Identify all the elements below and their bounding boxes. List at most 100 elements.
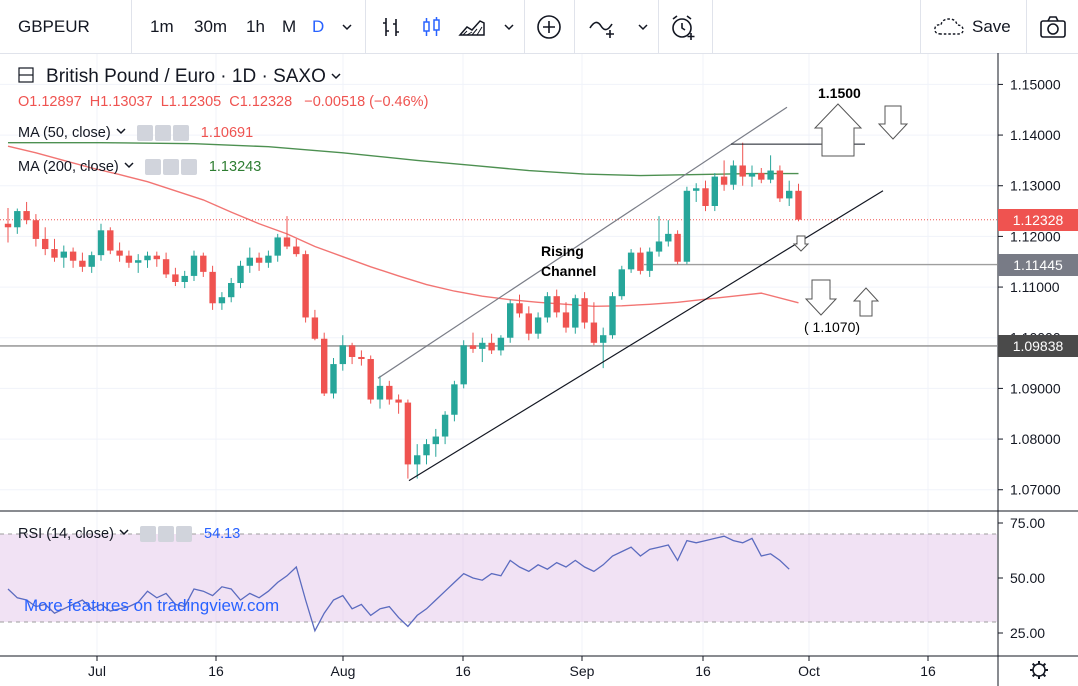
ma50-legend[interactable]: MA (50, close) 1.10691 (18, 125, 253, 142)
compare-dropdown[interactable] (636, 0, 650, 53)
rsi-tick-label: 50.00 (1010, 570, 1045, 586)
candle-body (321, 338, 328, 394)
candle-body (4, 223, 12, 228)
chevron-down-icon (116, 128, 126, 135)
candle-body (302, 254, 309, 318)
interval-1h-button[interactable]: 1h (246, 0, 265, 53)
candle-body (404, 402, 412, 465)
gear-tooth (1042, 662, 1047, 667)
candle-body (497, 337, 505, 351)
symbol-label: GBPEUR (18, 16, 90, 36)
candle-body (237, 265, 244, 284)
save-button[interactable]: Save (932, 0, 1011, 53)
candle-body (209, 271, 216, 304)
candle-body (674, 233, 681, 262)
high-value: H1.13037 (89, 94, 153, 110)
time-tick-label: 16 (208, 663, 224, 679)
toolbar-divider (712, 0, 713, 53)
candle-body (469, 345, 477, 349)
chevron-down-icon (119, 529, 129, 536)
candle-body (386, 385, 393, 400)
candle-body (720, 176, 728, 185)
interval-1m-label: 1m (150, 16, 174, 36)
candle-body (702, 188, 709, 206)
candle-body (730, 165, 737, 185)
eye-icon (139, 526, 156, 543)
arrow-up-icon (852, 287, 880, 317)
candle-body (42, 238, 49, 250)
arrow-up-icon (813, 103, 863, 157)
chevron-down-icon[interactable] (330, 70, 342, 82)
candle-body (376, 385, 384, 400)
interval-dropdown[interactable] (340, 0, 354, 53)
arrow-down-small-icon (792, 235, 810, 252)
toolbar-divider (524, 0, 525, 53)
support-price-box: 1.09838 (998, 334, 1078, 357)
interval-d-button[interactable]: D (312, 0, 324, 53)
candle-body (190, 255, 198, 276)
rsi-line (7, 535, 790, 633)
gear-ring (1032, 663, 1046, 677)
alert-button[interactable] (669, 0, 699, 53)
price-tick-label: 1.09000 (1010, 380, 1061, 396)
chevron-down-icon (124, 162, 134, 169)
area-chart-button[interactable] (458, 0, 486, 53)
ma200-legend[interactable]: MA (200, close) 1.13243 (18, 159, 261, 176)
candle-body (144, 255, 151, 261)
rising-channel-line1: Rising (541, 243, 584, 259)
rsi-legend[interactable]: RSI (14, close) 54.13 (18, 526, 241, 543)
candle-body (776, 170, 784, 199)
gear-icon (154, 125, 171, 142)
candle-body (600, 335, 607, 343)
candle-body (609, 296, 616, 336)
interval-m-button[interactable]: M (282, 0, 296, 53)
change-value: −0.00518 (−0.46%) (304, 94, 429, 110)
gear-tooth (1031, 662, 1036, 667)
alarm-clock-icon (672, 14, 695, 40)
symbol-search[interactable]: GBPEUR (18, 0, 128, 53)
rising-channel-line2: Channel (541, 263, 597, 279)
time-tick-label: 16 (455, 663, 471, 679)
watermark-link[interactable]: More features on tradingview.com (24, 596, 280, 615)
rsi-polyline (7, 535, 790, 633)
candle-chart-button[interactable] (420, 0, 444, 53)
rsi-value: 54.13 (204, 526, 241, 542)
candle-body (283, 237, 291, 247)
area-chart-icon (458, 19, 485, 36)
screenshot-button[interactable] (1039, 0, 1067, 53)
candle-body (32, 220, 40, 239)
candle-body (395, 399, 402, 403)
compare-button[interactable] (588, 0, 620, 53)
close-icon (172, 125, 189, 142)
ohlc-row: O1.12897 H1.13037 L1.12305 C1.12328 −0.0… (18, 94, 428, 110)
chart-type-dropdown[interactable] (502, 0, 516, 53)
close-icon (180, 159, 197, 176)
interval-1h-label: 1h (246, 16, 265, 36)
candle-body (200, 255, 207, 272)
bar-chart-button[interactable] (380, 0, 404, 53)
indicator-buttons[interactable] (139, 526, 194, 543)
candle-body (51, 249, 58, 258)
add-indicator-button[interactable] (536, 0, 562, 53)
toolbar-divider (574, 0, 575, 53)
toolbar-divider (920, 0, 921, 53)
indicator-buttons[interactable] (144, 159, 199, 176)
ma200-line (8, 141, 799, 177)
interval-30m-button[interactable]: 30m (194, 0, 227, 53)
candle-body (572, 298, 579, 328)
candle-body (590, 322, 598, 343)
candle-body (348, 345, 356, 357)
eye-icon (136, 125, 153, 142)
candle-body (562, 312, 570, 328)
candle-body (516, 303, 523, 314)
candle-body (553, 296, 560, 313)
collapse-icon[interactable] (18, 67, 34, 83)
toolbar-divider (658, 0, 659, 53)
candle-body (460, 345, 467, 385)
time-tick-label: Jul (88, 663, 106, 679)
interval-1m-button[interactable]: 1m (150, 0, 174, 53)
ma50-label: MA (50, close) (18, 125, 111, 141)
indicator-buttons[interactable] (136, 125, 191, 142)
candle-body (627, 252, 635, 270)
candle-body (795, 190, 802, 220)
